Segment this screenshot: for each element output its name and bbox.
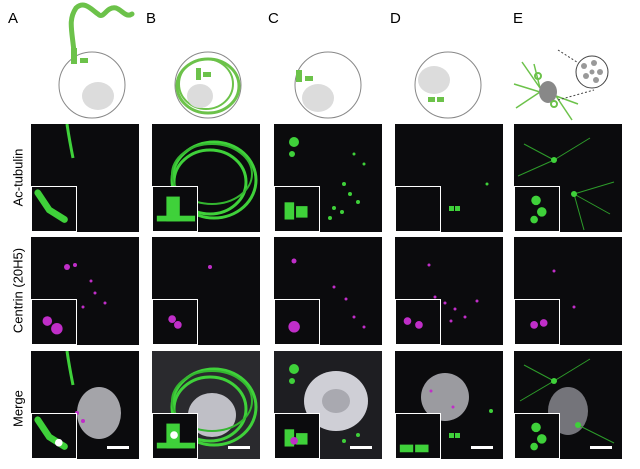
panel-a-merge: [31, 351, 139, 459]
flagellated-cell-icon: [32, 0, 152, 122]
inset-c-centrin: [274, 299, 320, 345]
inset-e-tubulin: [514, 186, 560, 232]
panel-d-centrin: [395, 237, 503, 345]
inset-a-centrin: [31, 299, 77, 345]
scale-bar: [228, 446, 250, 449]
panel-d-merge: [395, 351, 503, 459]
row-label-ac-tubulin: Ac-tubulin: [10, 148, 26, 207]
inset-b-centrin: [152, 299, 198, 345]
panel-d-tubulin: [395, 124, 503, 232]
panel-a-centrin: [31, 237, 139, 345]
panel-e-merge: [514, 351, 622, 459]
inset-d-centrin: [395, 299, 441, 345]
row-label-merge: Merge: [10, 390, 26, 427]
cell-with-looping-filaments-icon: [152, 0, 272, 122]
inset-b-tubulin: [152, 186, 198, 232]
column-label-c: C: [268, 10, 279, 27]
cell-with-centrioles-icon: [392, 0, 512, 122]
panel-e-centrin: [514, 237, 622, 345]
panel-c-centrin: [274, 237, 382, 345]
panel-b-merge: [152, 351, 260, 459]
inset-d-merge: [395, 413, 441, 459]
inset-e-merge: [514, 413, 560, 459]
panel-c-merge: [274, 351, 382, 459]
inset-a-tubulin: [31, 186, 77, 232]
column-label-e: E: [513, 10, 524, 27]
panel-b-centrin: [152, 237, 260, 345]
panel-a-tubulin: [31, 124, 139, 232]
inset-c-merge: [274, 413, 320, 459]
scale-bar: [590, 446, 612, 449]
panel-c-tubulin: [274, 124, 382, 232]
inset-e-centrin: [514, 299, 560, 345]
column-label-a: A: [8, 10, 19, 27]
mitotic-cell-with-zoom-icon: [512, 0, 632, 122]
inset-d-tubulin: [395, 186, 441, 232]
inset-c-tubulin: [274, 186, 320, 232]
cell-with-basal-bodies-icon: [272, 0, 392, 122]
row-label-centrin: Centrin (20H5): [10, 247, 26, 334]
panel-b-tubulin: [152, 124, 260, 232]
panel-e-tubulin: [514, 124, 622, 232]
column-label-d: D: [390, 10, 401, 27]
scale-bar: [471, 446, 493, 449]
scale-bar: [107, 446, 129, 449]
column-label-b: B: [146, 10, 157, 27]
inset-a-merge: [31, 413, 77, 459]
scale-bar: [350, 446, 372, 449]
inset-b-merge: [152, 413, 198, 459]
